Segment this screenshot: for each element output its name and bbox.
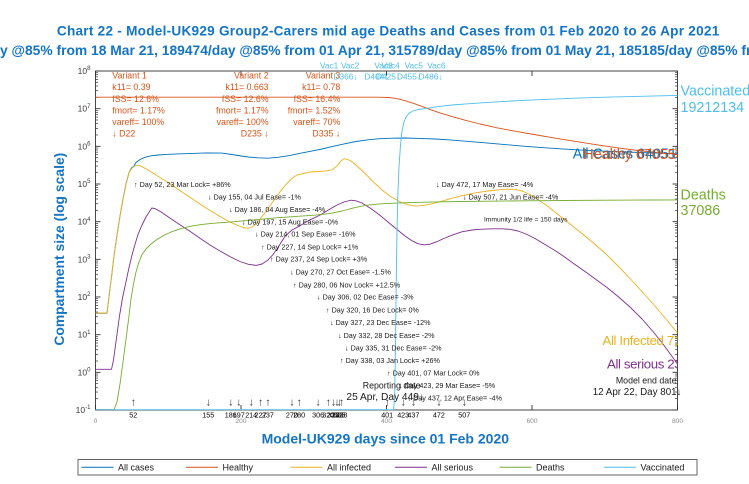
svg-text:fmort= 1.52%: fmort= 1.52% <box>288 105 341 115</box>
svg-text:k11= 0.663: k11= 0.663 <box>225 82 268 92</box>
svg-text:472: 472 <box>433 411 445 420</box>
svg-text:↓ Day 197, 15 Aug Ease= -0%: ↓ Day 197, 15 Aug Ease= -0% <box>242 218 339 227</box>
svg-text:↓: ↓ <box>228 397 233 409</box>
svg-text:↓ Day 327, 23 Dec Ease= -12%: ↓ Day 327, 23 Dec Ease= -12% <box>330 318 431 327</box>
svg-text:vareff= 100%: vareff= 100% <box>112 117 164 127</box>
svg-text:vareff= 100%: vareff= 100% <box>217 117 269 127</box>
svg-text:Vaccinated: Vaccinated <box>641 462 685 472</box>
svg-text:↓: ↓ <box>289 397 294 409</box>
svg-text:↓ Day 472, 17 May Ease= -4%: ↓ Day 472, 17 May Ease= -4% <box>436 180 534 189</box>
svg-text:↓ Day 186, 04 Aug Ease= -4%: ↓ Day 186, 04 Aug Ease= -4% <box>229 205 326 214</box>
svg-text:401: 401 <box>381 411 393 420</box>
svg-text:↑ Day 227, 14 Sep Lock= +1%: ↑ Day 227, 14 Sep Lock= +1% <box>261 242 359 251</box>
svg-text:fSS= 16.4%: fSS= 16.4% <box>294 94 341 104</box>
svg-text:25 Apr, Day 449↓: 25 Apr, Day 449↓ <box>346 392 424 403</box>
svg-text:↓: ↓ <box>206 397 211 409</box>
svg-text:Model end date: Model end date <box>616 375 677 385</box>
svg-text:↑: ↑ <box>258 397 263 409</box>
svg-text:↑ Day 280, 06 Nov Lock= +12.5%: ↑ Day 280, 06 Nov Lock= +12.5% <box>293 281 401 290</box>
svg-text:Vaccinated: Vaccinated <box>681 84 749 100</box>
svg-text:↓: ↓ <box>315 397 320 409</box>
svg-text:↓ Day 335, 31 Dec Ease= -2%: ↓ Day 335, 31 Dec Ease= -2% <box>345 344 442 353</box>
svg-text:All cases: All cases <box>118 462 155 472</box>
svg-text:↓ Day 270, 27 Oct Ease= -1.5%: ↓ Day 270, 27 Oct Ease= -1.5% <box>290 268 391 277</box>
svg-text:Vac5: Vac5 <box>405 60 424 70</box>
svg-text:D235 ↓: D235 ↓ <box>241 129 269 139</box>
svg-text:Immunity 1/2 life = 150 days: Immunity 1/2 life = 150 days <box>484 217 568 224</box>
svg-text:↑: ↑ <box>296 397 301 409</box>
svg-text:D366↓: D366↓ <box>334 71 358 81</box>
svg-text:↑ Day 320, 16 Dec Lock= 0%: ↑ Day 320, 16 Dec Lock= 0% <box>326 306 419 315</box>
svg-text:fSS= 12.6%: fSS= 12.6% <box>112 94 159 104</box>
svg-text:All serious: All serious <box>432 462 474 472</box>
svg-text:Deaths: Deaths <box>681 188 726 204</box>
svg-text:Model-UK929 days since 01 Feb: Model-UK929 days since 01 Feb 2020 <box>262 431 510 447</box>
svg-text:Healthy 670553: Healthy 670553 <box>583 147 683 163</box>
svg-text:↑ Day 237, 24 Sep Lock= +3%: ↑ Day 237, 24 Sep Lock= +3% <box>270 255 368 264</box>
svg-text:0: 0 <box>94 418 98 425</box>
svg-text:k11= 0.78: k11= 0.78 <box>302 82 340 92</box>
svg-text:D335 ↓: D335 ↓ <box>312 129 340 139</box>
svg-text:↓ Day 332, 28 Dec Ease= -2%: ↓ Day 332, 28 Dec Ease= -2% <box>338 331 435 340</box>
svg-text:↓: ↓ <box>236 397 241 409</box>
svg-text:280: 280 <box>293 411 305 420</box>
svg-text:197: 197 <box>233 411 245 420</box>
svg-text:↑ Day 401, 07 Mar Lock= 0%: ↑ Day 401, 07 Mar Lock= 0% <box>387 368 480 377</box>
svg-text:Variant 1: Variant 1 <box>112 71 147 81</box>
svg-text:Healthy: Healthy <box>223 462 254 472</box>
svg-text:↓ Day 306, 02 Dec Ease= -3%: ↓ Day 306, 02 Dec Ease= -3% <box>317 293 414 302</box>
svg-text:All Infected 712: All Infected 712 <box>603 333 688 348</box>
svg-text:338: 338 <box>335 411 347 420</box>
svg-text:k11= 0.39: k11= 0.39 <box>112 82 150 92</box>
svg-text:↑: ↑ <box>265 397 270 409</box>
svg-text:Vac1: Vac1 <box>320 60 339 70</box>
svg-text:Vac2: Vac2 <box>341 60 360 70</box>
svg-text:vareff= 70%: vareff= 70% <box>293 117 340 127</box>
svg-text:37086: 37086 <box>681 203 721 219</box>
svg-text:All serious 23: All serious 23 <box>607 356 681 371</box>
svg-text:↑ Day 338, 03 Jan Lock= +26%: ↑ Day 338, 03 Jan Lock= +26% <box>340 356 441 365</box>
svg-text:D486↓: D486↓ <box>419 71 443 81</box>
svg-text:Deaths: Deaths <box>536 462 565 472</box>
svg-text:D455↓: D455↓ <box>397 71 421 81</box>
svg-text:800: 800 <box>672 418 683 425</box>
svg-text:↓ Day 155, 04 Jul Ease= -1%: ↓ Day 155, 04 Jul Ease= -1% <box>208 193 301 202</box>
svg-text:↓: ↓ <box>248 397 253 409</box>
svg-text:155: 155 <box>202 411 214 420</box>
svg-text:fmort= 1.17%: fmort= 1.17% <box>112 105 165 115</box>
svg-text:12 Apr 22, Day 801↓: 12 Apr 22, Day 801↓ <box>593 387 682 398</box>
svg-text:19212134: 19212134 <box>681 100 745 116</box>
svg-text:All infected: All infected <box>327 462 371 472</box>
svg-text:↓ Day 214, 01 Sep Ease= -16%: ↓ Day 214, 01 Sep Ease= -16% <box>255 229 356 238</box>
svg-text:52: 52 <box>129 411 137 420</box>
svg-text:Compartment size (log scale): Compartment size (log scale) <box>51 153 67 346</box>
svg-text:↓ Day 507, 21 Jun Ease= -4%: ↓ Day 507, 21 Jun Ease= -4% <box>463 192 559 201</box>
svg-text:Chart 22 - Model-UK929 Group2-: Chart 22 - Model-UK929 Group2-Carers mid… <box>57 24 720 39</box>
svg-text:↑ Day 52, 23 Mar Lock= +86%: ↑ Day 52, 23 Mar Lock= +86% <box>134 180 231 189</box>
svg-text:↑: ↑ <box>339 397 344 409</box>
svg-text:↓ D22: ↓ D22 <box>112 129 135 139</box>
svg-text:fmort= 1.17%: fmort= 1.17% <box>216 105 269 115</box>
svg-text:237: 237 <box>262 411 274 420</box>
svg-text:507: 507 <box>458 411 470 420</box>
svg-text:Vac6: Vac6 <box>427 60 446 70</box>
svg-text:Variant 2: Variant 2 <box>234 71 269 81</box>
svg-text:600: 600 <box>526 418 537 425</box>
svg-text:↑: ↑ <box>131 397 136 409</box>
svg-text:fSS= 12.6%: fSS= 12.6% <box>222 94 269 104</box>
svg-text:Reporting date: Reporting date <box>363 381 421 391</box>
svg-text:437: 437 <box>407 411 419 420</box>
svg-text:Vac4: Vac4 <box>382 60 401 70</box>
svg-text:Vaccinations= 121600/day @85%: Vaccinations= 121600/day @85% from 18 Ma… <box>0 42 749 58</box>
